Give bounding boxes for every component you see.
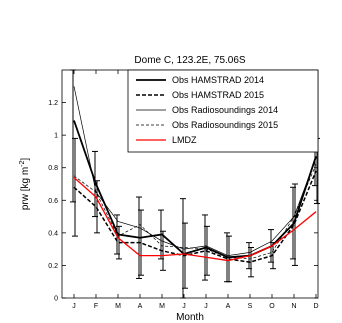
x-tick-label: J <box>204 303 208 310</box>
x-tick-label: M <box>115 303 121 310</box>
x-tick-label: F <box>94 303 98 310</box>
legend-entry: Obs Radiosoundings 2014 <box>172 105 278 115</box>
x-axis-label: Month <box>176 312 204 323</box>
series-2 <box>73 86 317 257</box>
y-axis-label-tail: ] <box>20 158 31 161</box>
x-tick-label: M <box>159 303 165 310</box>
x-tick-label: N <box>291 303 296 310</box>
legend-entry: Obs HAMSTRAD 2015 <box>172 90 264 100</box>
y-axis-label-sup: -2 <box>19 161 26 167</box>
x-tick-label: O <box>269 303 275 310</box>
y-tick-label: 0.8 <box>48 165 58 172</box>
y-tick-label: 1.2 <box>48 100 58 107</box>
series-line <box>73 176 317 262</box>
series-3 <box>73 164 317 260</box>
y-tick-label: 0.6 <box>48 198 58 205</box>
series-line <box>73 120 317 259</box>
legend-box <box>127 69 319 153</box>
series-4 <box>73 176 317 262</box>
y-tick-label: 0 <box>54 296 58 303</box>
x-tick-label: D <box>313 303 318 310</box>
x-tick-label: J <box>182 303 186 310</box>
legend-entry: Obs HAMSTRAD 2014 <box>172 75 264 85</box>
y-tick-label: 0.4 <box>48 230 58 237</box>
series-line <box>73 86 317 257</box>
legend-entry: Obs Radiosoundings 2015 <box>172 120 278 130</box>
series-layer <box>70 69 320 299</box>
x-tick-label: A <box>226 303 231 310</box>
series-1 <box>72 137 320 289</box>
chart-title: Dome C, 123.2E, 75.06S <box>134 55 246 66</box>
legend: Obs HAMSTRAD 2014 Obs HAMSTRAD 2015 Obs Ra… <box>127 69 319 153</box>
x-tick-label: J <box>72 303 76 310</box>
y-axis-label: prw [kg m-2] <box>19 158 31 211</box>
x-tick-label: S <box>248 303 253 310</box>
series-line <box>73 170 317 263</box>
y-tick-label: 0.2 <box>48 263 58 270</box>
y-tick-label: 1 <box>54 133 58 140</box>
x-tick-label: A <box>138 303 143 310</box>
series-line <box>73 164 317 260</box>
legend-entry: LMDZ <box>172 135 197 145</box>
y-axis-label-main: prw [kg m <box>20 167 31 210</box>
